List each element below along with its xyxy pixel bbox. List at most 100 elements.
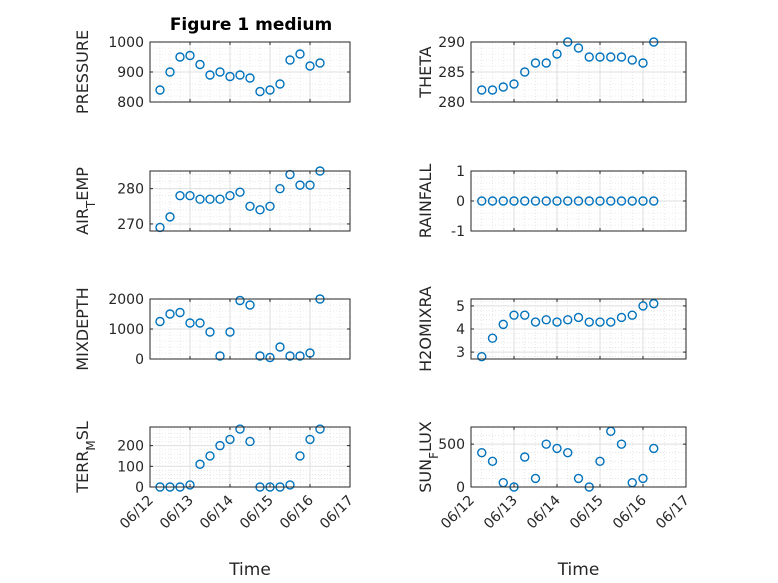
y-tick-label: 2000	[108, 292, 144, 308]
data-point	[205, 70, 215, 80]
data-point	[584, 196, 594, 206]
data-point	[477, 448, 487, 458]
data-point	[265, 201, 275, 211]
data-point	[175, 52, 185, 62]
data-point	[165, 309, 175, 319]
data-point	[305, 434, 315, 445]
y-tick-label: 0	[135, 352, 144, 368]
data-point	[530, 58, 541, 68]
data-point	[255, 205, 265, 215]
data-point	[185, 191, 195, 201]
subplot-air-temp: 270 280 AIRTEMP	[73, 166, 351, 235]
data-point	[520, 452, 530, 462]
data-point	[265, 85, 275, 95]
y-axis-label: PRESSURE	[73, 30, 92, 114]
data-point	[638, 58, 648, 68]
data-point	[155, 85, 165, 95]
data-point	[175, 307, 185, 318]
x-tick-label: 06/12	[117, 493, 157, 533]
data-point	[498, 319, 508, 330]
data-point	[616, 312, 627, 323]
data-point	[649, 443, 659, 454]
data-point	[595, 317, 605, 327]
y-tick-label: 0	[135, 480, 144, 496]
data-point	[477, 85, 487, 95]
y-tick-label: 285	[438, 65, 465, 81]
data-point	[185, 480, 195, 490]
data-point	[245, 73, 255, 83]
data-point	[235, 424, 245, 434]
data-point	[552, 317, 562, 327]
data-point	[563, 448, 573, 458]
data-point	[295, 49, 305, 59]
x-tick-label: 06/14	[524, 492, 564, 532]
data-point	[638, 196, 648, 206]
axes-box	[149, 426, 351, 488]
data-point	[573, 43, 584, 53]
y-tick-label: 280	[117, 182, 144, 198]
y-tick-label: 5	[456, 299, 465, 315]
data-point	[520, 67, 530, 77]
data-point	[285, 351, 295, 361]
y-tick-label: 270	[117, 217, 144, 233]
x-tick-label: 06/14	[197, 492, 237, 532]
subplot-terr-msl: 0 100 200 TERRMSL 06/12 06/13 06/14 06/15 06/16 0…	[73, 421, 357, 580]
data-point	[509, 79, 519, 89]
data-point	[552, 196, 562, 206]
data-point	[175, 191, 185, 201]
data-point	[541, 58, 551, 68]
y-tick-label: 3	[456, 345, 465, 361]
y-axis-label: H2OMIXRA	[416, 286, 435, 372]
data-point	[295, 180, 305, 190]
data-point	[487, 196, 498, 206]
data-point	[215, 351, 225, 361]
data-point	[295, 351, 305, 361]
y-tick-label: 800	[117, 95, 144, 111]
x-tick-label: 06/12	[438, 493, 478, 533]
data-point	[225, 71, 235, 82]
y-tick-label: 280	[438, 95, 465, 111]
y-axis-label: MIXDEPTH	[73, 287, 92, 370]
data-point	[552, 49, 562, 59]
data-point	[616, 439, 627, 449]
data-point	[616, 196, 627, 206]
x-tick-label: 06/15	[237, 493, 277, 533]
x-tick-label: 06/16	[277, 492, 317, 532]
y-tick-label: -1	[451, 224, 465, 240]
data-point	[563, 315, 573, 325]
data-point	[520, 196, 530, 206]
subplot-pressure: 800 900 1000 PRESSURE	[73, 30, 351, 114]
data-point	[315, 424, 325, 434]
data-point	[305, 61, 315, 71]
data-point	[498, 196, 508, 206]
x-tick-label: 06/16	[610, 492, 650, 532]
data-point	[235, 295, 245, 306]
axes-box	[149, 170, 351, 232]
y-tick-label: 500	[438, 437, 465, 453]
y-tick-label: 100	[117, 459, 144, 475]
data-point	[530, 317, 541, 327]
data-point	[627, 55, 637, 65]
data-point	[195, 459, 205, 469]
data-point	[541, 196, 551, 206]
data-point	[285, 55, 295, 65]
data-point	[295, 451, 305, 461]
figure-title: Figure 1 medium	[170, 15, 332, 35]
y-axis-label: RAINFALL	[416, 164, 435, 239]
data-point	[530, 473, 541, 484]
data-point	[595, 196, 605, 206]
data-point	[541, 439, 551, 449]
subplot-rainfall: -1 0 1 RAINFALL	[416, 164, 687, 240]
data-point	[552, 443, 562, 454]
data-point	[487, 85, 498, 95]
y-tick-label: 4	[456, 322, 465, 338]
data-point	[315, 58, 325, 68]
data-point	[275, 342, 285, 352]
y-tick-label: 200	[117, 439, 144, 455]
data-point	[235, 187, 245, 197]
y-tick-label: 1000	[108, 322, 144, 338]
data-point	[195, 59, 205, 70]
data-point	[509, 310, 519, 320]
data-point	[606, 317, 616, 327]
